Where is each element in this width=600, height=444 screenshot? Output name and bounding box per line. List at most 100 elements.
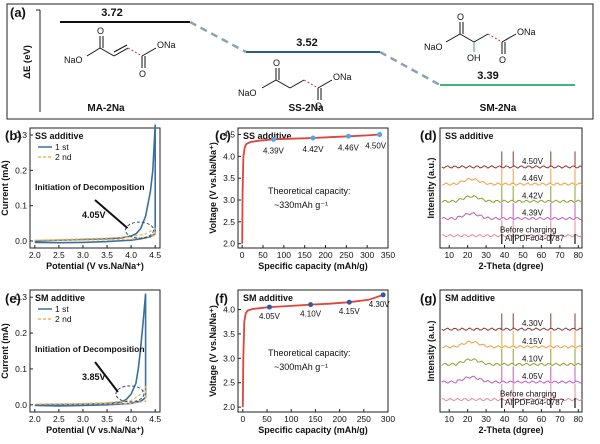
chart-e: (e) 2.0 2.5 3.0 3.5 4.0 4.5 Potential (V vs.Na/… [0, 289, 161, 435]
x-tick-label: 300 [381, 414, 395, 424]
xrd-trace [441, 168, 583, 186]
capacity-annotation-2: ~300mAh g⁻¹ [274, 362, 328, 372]
y-tick-label: 3.5 [223, 173, 235, 183]
voltage-point [266, 304, 272, 310]
y-tick-label: 4.5 [223, 130, 235, 140]
link-ma-ss [189, 20, 247, 54]
chart-title: SS additive [445, 131, 494, 141]
chart-d-letter: (d) [420, 128, 437, 143]
x-tick-label: 0 [240, 414, 245, 424]
x-axis-label: 2-Theta (dgree) [478, 261, 543, 271]
reference-label: Al PDF#04-0787 [505, 398, 565, 407]
x-axis-label: Specific capacity (mAh/g) [258, 425, 368, 435]
xrd-trace [441, 366, 583, 384]
legend-label: 1 st [55, 304, 69, 314]
chart-b-letter: (b) [5, 128, 22, 143]
capacity-annotation-2: ~330mAh g⁻¹ [274, 200, 328, 210]
ma-red-bond [127, 47, 143, 57]
x-tick-label: 10 [444, 414, 454, 424]
y-axis-label: Intensity (a.u.) [426, 320, 436, 381]
chart-title: SS additive [243, 131, 292, 141]
x-tick-label: 10 [444, 250, 454, 260]
x-tick-label: 150 [308, 414, 322, 424]
x-tick-label: 150 [298, 250, 312, 260]
annotation: Initiation of Decomposition [35, 182, 145, 192]
x-tick-label: 4.5 [149, 414, 161, 424]
voltage-point [345, 133, 351, 139]
ma-ona: ONa [157, 40, 176, 50]
marker-label: 3.85V [82, 372, 106, 382]
chart-c: (c) 0 50 100 150 200 250 300 350 Specific capacit… [208, 127, 395, 271]
x-tick-label: 60 [537, 414, 547, 424]
level-ma-value: 3.72 [101, 7, 122, 19]
series-line-1 [34, 293, 147, 407]
y-tick-label: 3.0 [223, 353, 235, 363]
chart-c-frame [237, 127, 389, 249]
ma-2na-molecule [86, 36, 157, 68]
panel-a: (a) ΔE (eV) 3.72 3.52 3.39 O NaO ONa O M… [6, 3, 594, 120]
x-tick-label: 20 [463, 414, 473, 424]
ma-o-bottom: O [139, 69, 146, 79]
series-line-1 [34, 124, 156, 244]
x-tick-label: 2.0 [29, 414, 41, 424]
y-axis-label: Current (mA) [0, 160, 10, 216]
chart-g: (g) 10 20 30 40 50 60 70 80 2-Theta (dgree) Intens… [420, 289, 584, 435]
xrd-trace-label: 4.10V [522, 354, 544, 363]
x-tick-label: 50 [262, 414, 272, 424]
level-sm-name: SM-2Na [480, 103, 517, 114]
x-tick-label: 60 [537, 250, 547, 260]
sm-red-bond [487, 33, 503, 43]
series-line-2 [34, 227, 156, 241]
sm-2na-molecule [445, 22, 517, 54]
sm-oh: OH [467, 53, 481, 63]
x-tick-label: 70 [555, 414, 565, 424]
chart-f-frame [237, 289, 389, 413]
decomposition-arrow [94, 361, 119, 393]
y-tick-label: 2.0 [223, 239, 235, 249]
voltage-point-label: 4.50V [365, 142, 387, 151]
xrd-trace-label: 4.39V [522, 209, 544, 218]
series-line-2 [34, 384, 147, 405]
chart-b-frame [29, 127, 161, 249]
y-tick-label: 4.0 [223, 305, 235, 315]
ma-nao: NaO [64, 55, 83, 65]
xrd-trace [441, 220, 583, 238]
x-tick-label: 2.5 [53, 414, 65, 424]
voltage-point-label: 4.39V [263, 146, 285, 155]
y-tick-label: 0.3 [15, 130, 27, 140]
chart-d: (d) 10 20 30 40 50 60 70 80 2-Theta (dgree) Intens… [420, 127, 583, 271]
x-tick-label: 200 [333, 414, 347, 424]
voltage-point-label: 4.30V [369, 300, 391, 309]
x-tick-label: 50 [518, 414, 528, 424]
ss-2na-molecule [261, 68, 333, 100]
x-tick-label: 80 [574, 414, 584, 424]
xrd-trace-label: 4.42V [522, 191, 544, 200]
y-tick-label: 2.0 [223, 402, 235, 412]
level-ss-value: 3.52 [296, 37, 317, 49]
y-tick-label: 0.1 [15, 364, 27, 374]
y-axis-label: Voltage (V vs.Na/Na⁺) [208, 142, 218, 234]
level-ma-name: MA-2Na [87, 103, 125, 114]
voltage-point-label: 4.15V [339, 307, 361, 316]
decomposition-circle [115, 385, 145, 403]
voltage-point [310, 135, 316, 141]
chart-c-letter: (c) [215, 128, 231, 143]
x-axis-label: Potential (V vs.Na/Na⁺) [46, 425, 144, 435]
x-tick-label: 100 [277, 250, 291, 260]
voltage-point-label: 4.42V [303, 145, 325, 154]
sm-o-bottom: O [499, 55, 506, 65]
link-ss-sm [379, 50, 441, 87]
y-tick-label: 2.5 [223, 378, 235, 388]
ss-o-top: O [273, 58, 280, 68]
xrd-trace-label: 4.50V [522, 157, 544, 166]
chart-g-letter: (g) [420, 291, 437, 306]
x-tick-label: 3.5 [101, 250, 113, 260]
x-tick-label: 100 [284, 414, 298, 424]
y-axis-label: Voltage (V vs.Na/Na⁺) [208, 305, 218, 397]
x-tick-label: 300 [360, 250, 374, 260]
voltage-point-label: 4.10V [300, 310, 322, 319]
voltage-point [346, 299, 352, 305]
chart-title: SM additive [35, 293, 85, 303]
x-tick-label: 3.0 [77, 414, 89, 424]
xrd-trace [441, 151, 583, 169]
